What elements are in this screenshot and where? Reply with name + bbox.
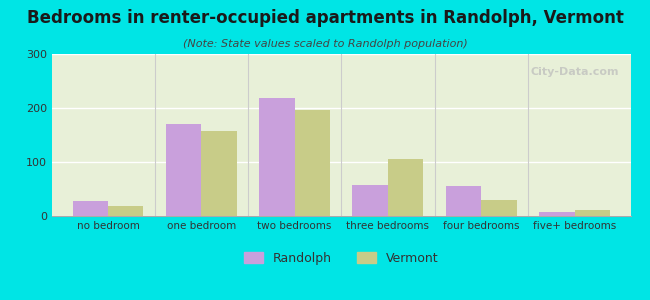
Bar xyxy=(575,209,610,216)
Bar xyxy=(108,206,144,216)
Bar xyxy=(481,200,517,216)
Text: City-Data.com: City-Data.com xyxy=(530,67,619,77)
Legend: Randolph, Vermont: Randolph, Vermont xyxy=(238,246,445,271)
Text: (Note: State values scaled to Randolph population): (Note: State values scaled to Randolph p… xyxy=(183,39,467,49)
Bar xyxy=(166,124,202,216)
Text: Bedrooms in renter-occupied apartments in Randolph, Vermont: Bedrooms in renter-occupied apartments i… xyxy=(27,9,623,27)
Bar xyxy=(388,159,423,216)
Bar xyxy=(259,98,294,216)
Bar xyxy=(294,110,330,216)
Bar xyxy=(73,201,108,216)
Bar xyxy=(202,131,237,216)
Bar xyxy=(539,212,575,216)
Bar xyxy=(446,186,481,216)
Bar xyxy=(352,185,388,216)
